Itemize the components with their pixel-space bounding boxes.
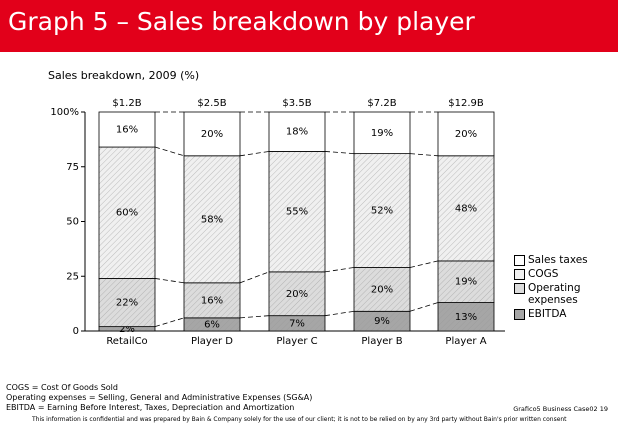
bar-segment xyxy=(353,153,411,268)
value-label: 20% xyxy=(201,129,223,140)
connector xyxy=(239,315,270,319)
legend: Sales taxes COGS Operating expenses EBITDA xyxy=(514,254,614,322)
bar-segment xyxy=(98,111,156,148)
connector xyxy=(324,267,355,273)
bar-segment xyxy=(183,111,241,157)
y-tick-label: 100% xyxy=(50,107,79,118)
value-label: 20% xyxy=(455,129,477,140)
bar-segment xyxy=(437,302,495,332)
column-label: $2.5B xyxy=(197,98,226,109)
connector xyxy=(154,317,185,328)
connector xyxy=(324,151,355,155)
y-tick-label: 75 xyxy=(66,162,79,173)
value-label: 19% xyxy=(455,277,477,288)
bar-segment xyxy=(437,111,495,157)
bar-segment xyxy=(353,267,411,312)
legend-label: EBITDA xyxy=(528,308,567,320)
value-label: 55% xyxy=(286,207,308,218)
value-label: 22% xyxy=(116,298,138,309)
legend-swatch xyxy=(514,309,525,320)
footnotes: COGS = Cost Of Goods Sold Operating expen… xyxy=(6,383,312,413)
value-label: 9% xyxy=(374,316,390,327)
bar-segment xyxy=(353,111,411,155)
bar-segment xyxy=(183,155,241,284)
connector xyxy=(409,260,439,268)
legend-label: Sales taxes xyxy=(528,254,588,266)
legend-label: COGS xyxy=(528,268,559,280)
footnote: COGS = Cost Of Goods Sold xyxy=(6,383,118,392)
bar-segment xyxy=(268,111,326,152)
footnote: Operating expenses = Selling, General an… xyxy=(6,393,313,402)
connector xyxy=(409,153,439,157)
legend-item: Sales taxes xyxy=(514,254,614,266)
value-label: 20% xyxy=(286,289,308,300)
value-label: 16% xyxy=(201,295,223,306)
value-label: 19% xyxy=(371,128,393,139)
legend-item: EBITDA xyxy=(514,308,614,320)
y-tick-label: 0 xyxy=(73,326,79,337)
legend-item: Operating expenses xyxy=(514,282,614,306)
value-label: 58% xyxy=(201,214,223,225)
connector xyxy=(154,146,185,157)
bar-segment xyxy=(437,260,495,303)
x-tick-label: Player D xyxy=(191,336,233,347)
legend-swatch xyxy=(514,269,525,280)
disclaimer: This information is confidential and was… xyxy=(32,416,567,423)
column-label: $7.2B xyxy=(367,98,396,109)
value-label: 20% xyxy=(371,284,393,295)
bar-segment xyxy=(98,278,156,328)
value-label: 48% xyxy=(455,203,477,214)
value-label: 13% xyxy=(455,312,477,323)
connector xyxy=(239,271,270,284)
connector xyxy=(409,302,439,312)
x-tick-label: RetailCo xyxy=(106,336,147,347)
column-label: $12.9B xyxy=(448,98,484,109)
x-tick-label: Player C xyxy=(276,336,317,347)
footnote: EBITDA = Earning Before Interest, Taxes,… xyxy=(6,403,295,412)
legend-swatch xyxy=(514,255,525,266)
value-label: 60% xyxy=(116,208,138,219)
value-label: 6% xyxy=(204,319,220,330)
value-label: 52% xyxy=(371,206,393,217)
header-title: Graph 5 – Sales breakdown by player xyxy=(0,0,618,52)
legend-label: Operating expenses xyxy=(528,282,581,306)
column-label: $1.2B xyxy=(112,98,141,109)
y-tick-label: 25 xyxy=(66,271,79,282)
bar-segment xyxy=(98,146,156,279)
value-label: 7% xyxy=(289,318,305,329)
source: Grafico5 Business Case02 19 xyxy=(513,405,608,413)
connector xyxy=(154,278,185,284)
legend-swatch xyxy=(514,283,525,294)
value-label: 18% xyxy=(286,127,308,138)
value-label: 16% xyxy=(116,125,138,136)
legend-item: COGS xyxy=(514,268,614,280)
chart-title: Sales breakdown, 2009 (%) xyxy=(48,69,199,82)
connector xyxy=(239,151,270,157)
column-label: $3.5B xyxy=(282,98,311,109)
value-label: 2% xyxy=(119,324,135,335)
connector xyxy=(324,310,355,317)
y-tick-label: 50 xyxy=(66,217,79,228)
bar-segment xyxy=(268,151,326,273)
x-tick-label: Player B xyxy=(361,336,402,347)
x-tick-label: Player A xyxy=(445,336,486,347)
